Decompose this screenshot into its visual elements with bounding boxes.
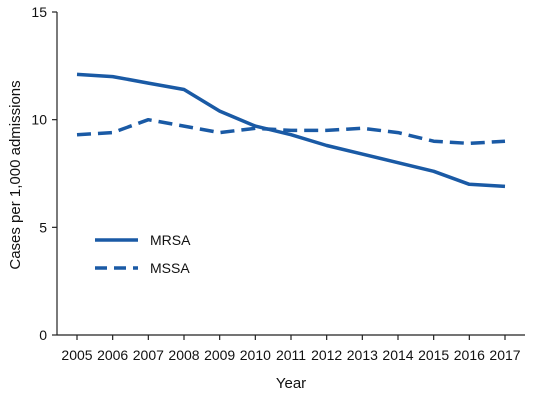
x-tick-label-2016: 2016 [454,347,485,363]
y-axis-title: Cases per 1,000 admissions [7,80,24,269]
legend-label-mssa: MSSA [150,260,190,276]
y-tick-label-0: 0 [39,327,47,343]
x-tick-label-2012: 2012 [311,347,342,363]
x-tick-label-2017: 2017 [489,347,520,363]
x-tick-label-2011: 2011 [276,347,306,363]
series-line-mssa [76,117,506,146]
plot-area: 0 5 10 15 2005 2006 2007 2008 2009 2010 2011 2012 20… [31,4,525,363]
x-tick-label-2007: 2007 [133,347,164,363]
x-tick-label-2006: 2006 [97,347,128,363]
y-tick-label-10: 10 [31,112,47,128]
x-tick-label-2010: 2010 [240,347,271,363]
series-line-mrsa [76,72,506,189]
x-tick-label-2005: 2005 [61,347,92,363]
y-tick-label-15: 15 [31,4,47,20]
x-axis-title: Year [276,375,306,392]
x-tick-label-2008: 2008 [168,347,199,363]
x-tick-label-2013: 2013 [347,347,378,363]
x-tick-label-2009: 2009 [204,347,235,363]
legend-label-mrsa: MRSA [150,232,191,248]
x-tick-label-2015: 2015 [418,347,449,363]
y-tick-label-5: 5 [39,219,47,235]
x-tick-label-2014: 2014 [382,347,413,363]
